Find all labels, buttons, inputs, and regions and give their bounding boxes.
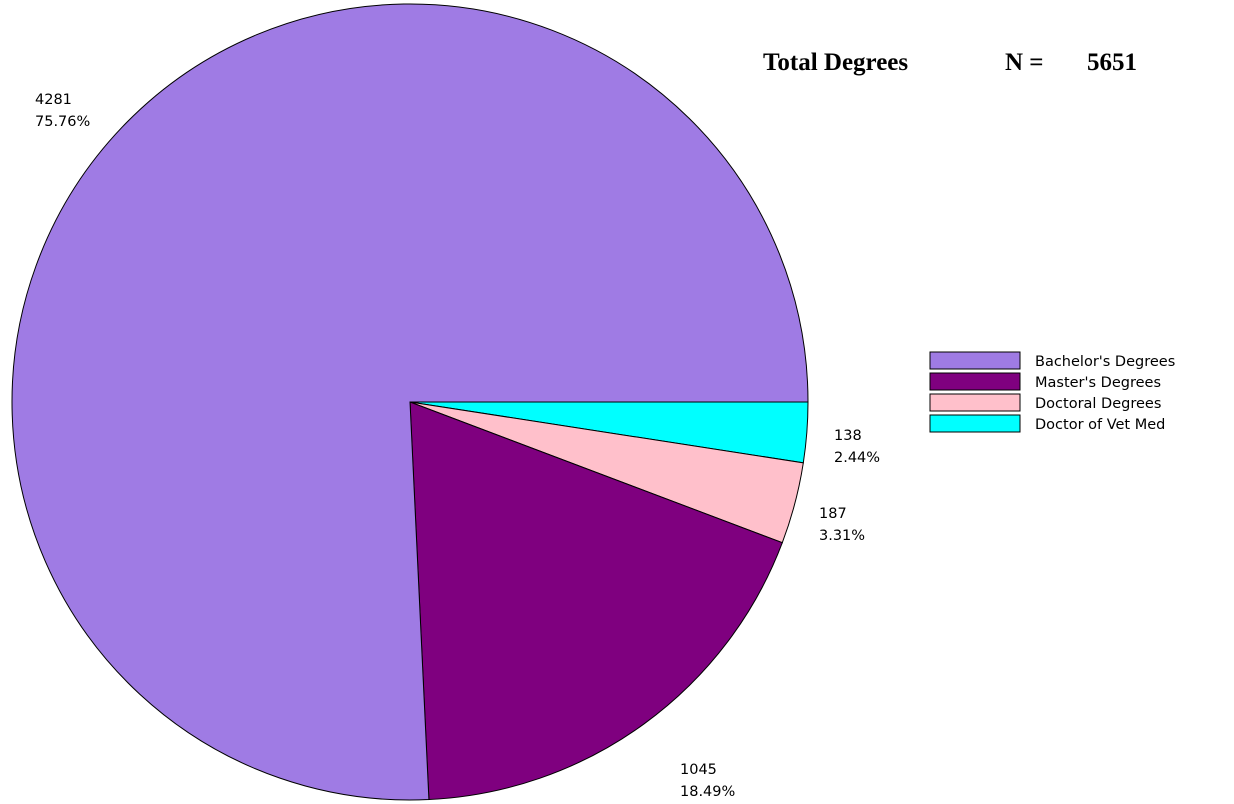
slice-value-label-bachelors: 4281 (35, 92, 72, 108)
legend-swatch-vet-med (929, 414, 1021, 433)
legend: Bachelor's Degrees Master's Degrees Doctor… (929, 351, 1175, 433)
slice-value-label-doctoral: 187 (819, 506, 847, 522)
pie-slice-masters (409, 401, 783, 801)
slice-percent-label-doctoral: 3.31% (819, 528, 865, 544)
legend-swatch-doctoral (929, 393, 1021, 412)
n-value: 5651 (1087, 49, 1137, 76)
slice-percent-label-bachelors: 75.76% (35, 114, 90, 130)
legend-label-vet-med: Doctor of Vet Med (1035, 417, 1165, 433)
legend-label-doctoral: Doctoral Degrees (1035, 396, 1161, 412)
legend-swatch-masters (929, 372, 1021, 391)
slice-percent-label-masters: 18.49% (680, 784, 735, 800)
pie-slice-bachelors (11, 3, 809, 801)
slice-labels: 4281 75.76% 1045 18.49% 187 3.31% 138 2.44% (35, 92, 880, 800)
n-label: N = (1005, 49, 1044, 76)
legend-swatch-bachelors (929, 351, 1021, 370)
slice-value-label-masters: 1045 (680, 762, 717, 778)
legend-label-masters: Master's Degrees (1035, 375, 1161, 391)
legend-label-bachelors: Bachelor's Degrees (1035, 354, 1175, 370)
chart-title: Total Degrees (763, 49, 908, 76)
slice-value-label-vet-med: 138 (834, 428, 862, 444)
slice-percent-label-vet-med: 2.44% (834, 450, 880, 466)
pie-slices (11, 3, 809, 801)
